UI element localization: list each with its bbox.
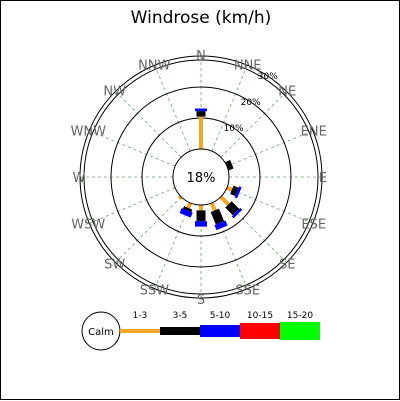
direction-label-nw: NW bbox=[103, 85, 126, 100]
bar-sse-3-5 bbox=[210, 208, 225, 225]
spoke-sse bbox=[211, 202, 250, 293]
bar-n-3-5 bbox=[196, 111, 206, 117]
legend-label-10-15: 10-15 bbox=[247, 311, 273, 321]
bar-se-3-5 bbox=[225, 201, 240, 216]
direction-label-wsw: WSW bbox=[71, 218, 105, 233]
bar-se-1-3 bbox=[219, 195, 230, 206]
bar-ese-5-10 bbox=[234, 186, 242, 199]
ring-label-10: 10% bbox=[224, 124, 244, 134]
bar-s-1-3 bbox=[199, 205, 203, 211]
legend-label-3-5: 3-5 bbox=[173, 311, 188, 321]
bar-n-1-3 bbox=[199, 116, 203, 149]
direction-labels: N NNE NE ENE E ESE SE SSE S SSW SW WSW W WNW NW NNW bbox=[71, 49, 328, 308]
direction-label-se: SE bbox=[279, 257, 295, 272]
ring-label-30: 30% bbox=[258, 72, 278, 82]
direction-label-wnw: WNW bbox=[71, 124, 107, 139]
bar-ssw-1-3 bbox=[186, 202, 193, 209]
legend-calm-label: Calm bbox=[88, 327, 114, 338]
direction-label-nnw: NNW bbox=[138, 58, 170, 73]
radial-grid: 10% 20% 30% bbox=[76, 52, 326, 302]
direction-label-n: N bbox=[196, 49, 206, 64]
legend-label-1-3: 1-3 bbox=[133, 311, 148, 321]
spoke-ne bbox=[220, 88, 290, 158]
bar-ese-3-5 bbox=[230, 185, 239, 197]
legend-swatch-3-5 bbox=[160, 327, 200, 335]
direction-label-s: S bbox=[197, 293, 205, 308]
legend-swatch-10-15 bbox=[240, 323, 280, 339]
bar-ene-3-5 bbox=[225, 160, 234, 171]
calm-center: 18% bbox=[172, 148, 230, 206]
chart-title: Windrose (km/h) bbox=[131, 8, 272, 28]
legend-label-5-10: 5-10 bbox=[210, 311, 231, 321]
bar-n-5-10 bbox=[195, 108, 207, 112]
spoke-sw bbox=[112, 196, 182, 266]
bar-s-3-5 bbox=[196, 210, 206, 222]
bar-sse-1-3 bbox=[209, 202, 217, 212]
direction-label-nne: NNE bbox=[234, 58, 262, 73]
bar-ssw-3-5 bbox=[183, 206, 193, 213]
direction-label-ssw: SSW bbox=[140, 284, 170, 299]
bar-s-5-10 bbox=[195, 221, 207, 227]
ring-20 bbox=[110, 86, 292, 268]
direction-label-ese: ESE bbox=[301, 218, 326, 233]
legend-swatch-5-10 bbox=[200, 325, 240, 337]
spoke-wnw bbox=[85, 128, 176, 167]
direction-label-ne: NE bbox=[278, 85, 296, 100]
bar-sw-1-3 bbox=[177, 195, 183, 201]
calm-circle bbox=[172, 148, 230, 206]
legend-label-15-20: 15-20 bbox=[287, 311, 313, 321]
direction-label-w: W bbox=[73, 171, 86, 186]
spoke-nnw bbox=[152, 61, 191, 152]
calm-percent-label: 18% bbox=[187, 171, 216, 186]
spoke-wsw bbox=[85, 187, 176, 226]
legend-swatch-15-20 bbox=[280, 322, 320, 340]
bar-ssw-5-10 bbox=[179, 208, 193, 218]
spoke-se bbox=[220, 196, 290, 266]
ring-label-20: 20% bbox=[241, 98, 261, 108]
spoke-ssw bbox=[152, 202, 191, 293]
direction-label-sw: SW bbox=[104, 257, 125, 272]
wind-bars bbox=[177, 108, 243, 231]
bar-ese-1-3 bbox=[226, 185, 233, 192]
spoke-ese bbox=[226, 187, 317, 226]
legend-swatch-1-3 bbox=[120, 329, 160, 333]
bar-sse-5-10 bbox=[214, 220, 228, 231]
spoke-nw bbox=[112, 88, 182, 158]
direction-label-e: E bbox=[319, 171, 327, 186]
legend: Calm 1-3 3-5 5-10 10-15 15-20 bbox=[81, 311, 320, 351]
spoke-nne bbox=[211, 61, 250, 152]
bar-se-5-10 bbox=[231, 207, 243, 219]
spoke-ene bbox=[226, 128, 317, 167]
outer-ring bbox=[83, 59, 319, 295]
direction-label-ene: ENE bbox=[301, 124, 327, 139]
direction-label-sse: SSE bbox=[235, 284, 260, 299]
ring-30 bbox=[79, 55, 323, 299]
